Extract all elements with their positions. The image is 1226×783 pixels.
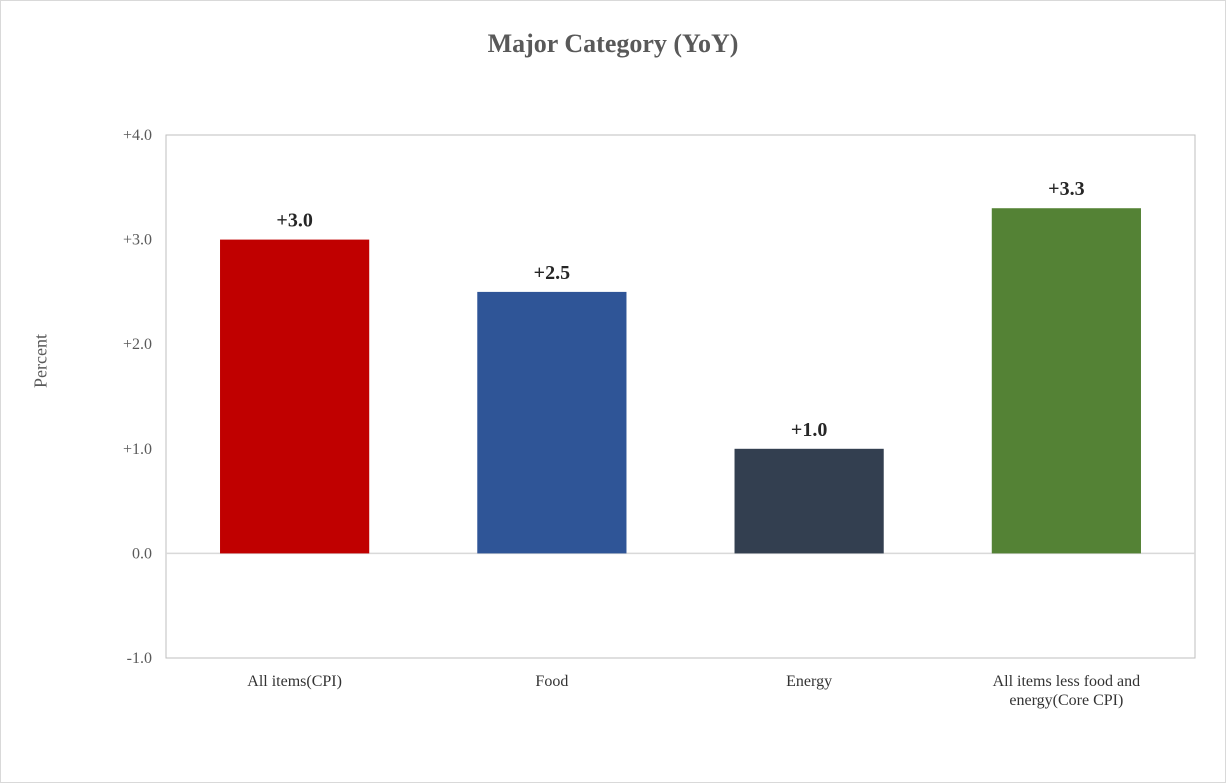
chart-title: Major Category (YoY)	[487, 29, 739, 58]
x-category-label: All items(CPI)	[247, 673, 342, 690]
plot-area-border	[165, 134, 1196, 659]
x-category-label: Food	[535, 673, 568, 690]
bar	[220, 239, 370, 554]
y-tick-label: +1.0	[123, 441, 152, 458]
y-tick-label: -1.0	[127, 650, 152, 667]
y-tick-label: 0.0	[132, 545, 152, 562]
y-tick-label: +2.0	[123, 336, 152, 353]
bar	[477, 291, 627, 554]
y-tick-label: +3.0	[123, 232, 152, 249]
x-category-label: Energy	[786, 673, 832, 690]
data-label: +3.3	[1048, 178, 1084, 200]
bar	[734, 448, 884, 554]
x-category-label: All items less food and	[993, 673, 1141, 690]
data-label: +3.0	[276, 210, 312, 232]
data-label: +2.5	[534, 262, 570, 284]
bar	[991, 208, 1141, 554]
data-label: +1.0	[791, 419, 827, 441]
x-category-label: energy(Core CPI)	[1009, 692, 1123, 709]
y-tick-label: +4.0	[123, 127, 152, 144]
